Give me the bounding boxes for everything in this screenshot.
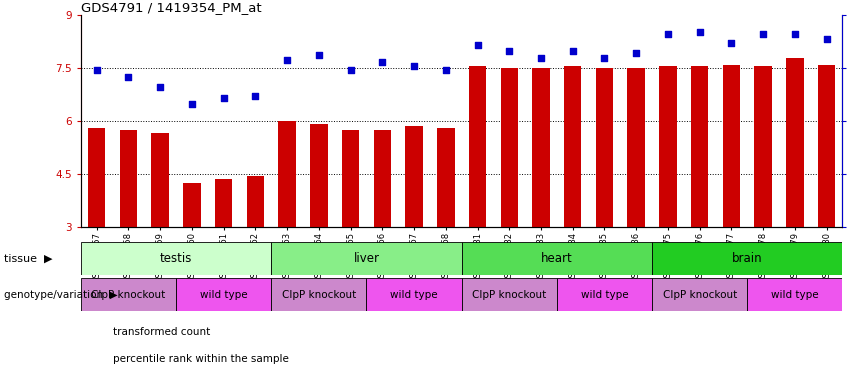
Bar <box>557 278 652 311</box>
Bar <box>310 124 328 227</box>
Point <box>90 67 104 73</box>
Bar <box>215 179 232 227</box>
Bar <box>271 242 461 275</box>
Bar <box>722 65 740 227</box>
Bar <box>437 128 454 227</box>
Bar <box>747 278 842 311</box>
Bar <box>627 68 645 227</box>
Point <box>344 67 357 73</box>
Point <box>788 31 802 38</box>
Point <box>693 29 706 35</box>
Text: genotype/variation  ▶: genotype/variation ▶ <box>4 290 118 300</box>
Text: ClpP knockout: ClpP knockout <box>472 290 546 300</box>
Bar <box>176 278 271 311</box>
Point <box>661 31 675 38</box>
Point <box>439 67 453 73</box>
Bar <box>532 68 550 227</box>
Bar <box>81 242 271 275</box>
Bar <box>660 66 677 227</box>
Point <box>408 63 421 69</box>
Text: wild type: wild type <box>200 290 248 300</box>
Text: heart: heart <box>541 252 573 265</box>
Point <box>597 55 611 61</box>
Bar <box>461 278 557 311</box>
Bar <box>652 278 747 311</box>
Bar <box>818 65 836 227</box>
Text: ClpP knockout: ClpP knockout <box>282 290 356 300</box>
Text: wild type: wild type <box>580 290 628 300</box>
Text: GDS4791 / 1419354_PM_at: GDS4791 / 1419354_PM_at <box>81 1 261 14</box>
Bar <box>278 121 296 227</box>
Bar <box>469 66 486 227</box>
Bar <box>596 68 614 227</box>
Text: transformed count: transformed count <box>113 327 210 337</box>
Point <box>375 59 389 65</box>
Point <box>502 48 516 55</box>
Text: percentile rank within the sample: percentile rank within the sample <box>113 354 289 364</box>
Bar <box>183 182 201 227</box>
Point <box>471 42 484 48</box>
Text: ClpP knockout: ClpP knockout <box>91 290 166 300</box>
Point <box>312 53 326 59</box>
Text: ClpP knockout: ClpP knockout <box>663 290 737 300</box>
Text: testis: testis <box>160 252 192 265</box>
Point <box>248 93 262 99</box>
Bar <box>691 66 708 227</box>
Text: brain: brain <box>732 252 762 265</box>
Bar <box>564 66 581 227</box>
Bar <box>374 130 391 227</box>
Text: tissue  ▶: tissue ▶ <box>4 253 53 263</box>
Bar <box>271 278 367 311</box>
Bar <box>755 66 772 227</box>
Bar <box>652 242 842 275</box>
Point <box>280 56 294 63</box>
Bar <box>81 278 176 311</box>
Point <box>724 40 738 46</box>
Text: wild type: wild type <box>391 290 438 300</box>
Bar <box>405 126 423 227</box>
Point <box>630 50 643 56</box>
Point <box>566 48 580 55</box>
Text: wild type: wild type <box>771 290 819 300</box>
Bar <box>367 278 461 311</box>
Point <box>217 95 231 101</box>
Bar <box>500 68 518 227</box>
Bar <box>88 128 106 227</box>
Bar <box>461 242 652 275</box>
Bar <box>342 130 359 227</box>
Text: liver: liver <box>353 252 380 265</box>
Bar <box>786 58 803 227</box>
Bar <box>120 130 137 227</box>
Bar <box>151 133 168 227</box>
Point <box>122 74 135 80</box>
Point <box>820 36 833 42</box>
Point <box>186 101 199 107</box>
Point <box>153 84 167 90</box>
Point <box>757 31 770 38</box>
Bar <box>247 175 264 227</box>
Point <box>534 55 548 61</box>
